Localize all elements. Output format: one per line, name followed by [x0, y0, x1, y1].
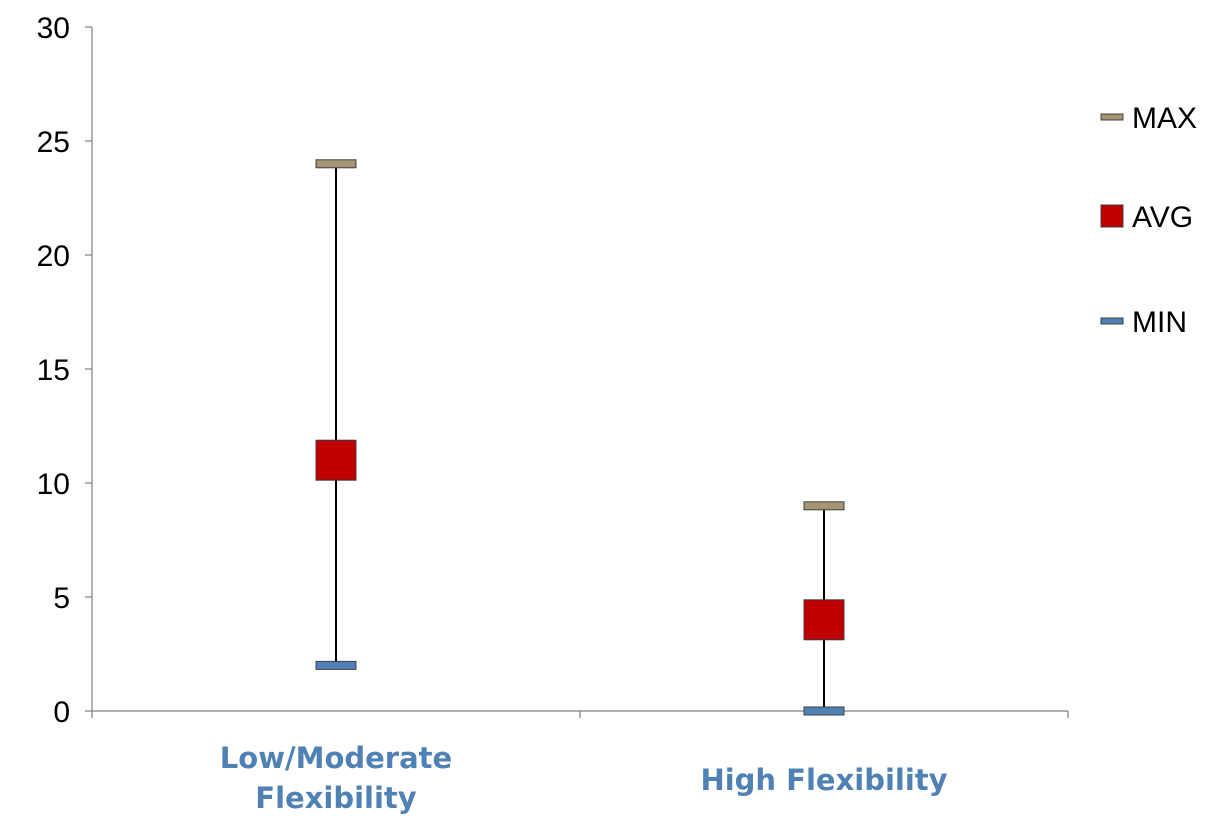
y-tick-label: 10: [37, 468, 70, 501]
avg-marker: [803, 599, 845, 641]
legend: MAX AVG MIN: [1100, 102, 1197, 339]
category-labels: Low/Moderate Flexibility High Flexibility: [220, 741, 948, 815]
legend-label-max: MAX: [1132, 102, 1197, 135]
max-marker: [803, 501, 845, 511]
legend-label-min: MIN: [1132, 306, 1187, 339]
range-lines: [335, 163, 825, 711]
legend-label-avg: AVG: [1132, 201, 1193, 234]
y-tick-label: 20: [37, 240, 70, 273]
category-label: Flexibility: [255, 781, 417, 815]
category-label: Low/Moderate: [220, 741, 452, 775]
legend-swatch-max: [1100, 113, 1124, 121]
y-tick-label: 0: [53, 696, 70, 729]
category-label: High Flexibility: [700, 763, 947, 797]
max-marker: [315, 159, 357, 169]
y-tick-label: 5: [53, 582, 70, 615]
y-tick-label: 25: [37, 126, 70, 159]
y-tick-label: 30: [37, 12, 70, 45]
min-marker: [315, 660, 357, 670]
axes: 0 5 10 15 20 25 30: [37, 12, 1069, 729]
y-tick-label: 15: [37, 354, 70, 387]
min-marker: [803, 706, 845, 716]
legend-swatch-min: [1100, 317, 1124, 325]
data-markers: [315, 159, 845, 716]
legend-swatch-avg: [1100, 204, 1124, 228]
avg-marker: [315, 439, 357, 481]
